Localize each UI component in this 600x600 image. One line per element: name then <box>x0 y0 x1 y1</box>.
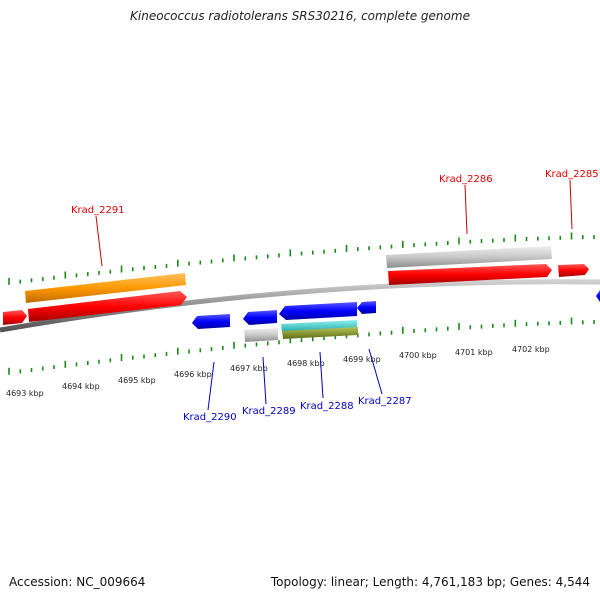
gene-krad-2292-arrow[interactable] <box>3 310 27 325</box>
scale-label: 4698 kbp <box>287 359 325 368</box>
scale-labels: 4693 kbp 4694 kbp 4695 kbp 4696 kbp 4697… <box>6 345 550 398</box>
gene-krad-2290-arrow[interactable] <box>192 314 230 329</box>
gene-krad-2286-arrow[interactable] <box>388 264 552 285</box>
gene-label-krad-2291[interactable]: Krad_2291 <box>71 205 125 216</box>
scale-label: 4696 kbp <box>174 370 212 379</box>
leader-line <box>569 179 573 230</box>
genome-summary-text: Topology: linear; Length: 4,761,183 bp; … <box>270 575 590 589</box>
leader-line <box>262 356 267 405</box>
gene-krad-2287-arrow[interactable] <box>357 301 376 314</box>
gene-label-krad-2285[interactable]: Krad_2285 <box>545 169 599 180</box>
gene-label-krad-2290[interactable]: Krad_2290 <box>183 412 237 423</box>
gene-label-krad-2289[interactable]: Krad_2289 <box>242 406 296 417</box>
gene-label-krad-2286[interactable]: Krad_2286 <box>439 174 493 185</box>
gene-partial-right-arrow[interactable] <box>596 290 600 302</box>
gene-krad-2289-arrow[interactable] <box>243 310 277 325</box>
gene-krad-2291-arrow[interactable] <box>28 291 187 322</box>
genome-title: Kineococcus radiotolerans SRS30216, comp… <box>130 9 470 23</box>
upper-scale-ticks <box>8 232 595 285</box>
gene-krad-2285-arrow[interactable] <box>558 264 589 277</box>
scale-label: 4699 kbp <box>343 355 381 364</box>
genome-backbone <box>0 279 600 333</box>
gene-label-krad-2287[interactable]: Krad_2287 <box>358 396 412 407</box>
scale-label: 4694 kbp <box>62 382 100 391</box>
gene-krad-2288-arrow[interactable] <box>279 302 357 320</box>
scale-label: 4700 kbp <box>399 351 437 360</box>
label-leaders <box>95 179 573 411</box>
grey-feature-bottom[interactable] <box>244 328 278 342</box>
leader-line <box>319 351 324 399</box>
gene-label-krad-2288[interactable]: Krad_2288 <box>300 401 354 412</box>
orange-feature[interactable] <box>25 273 186 303</box>
scale-label: 4693 kbp <box>6 389 44 398</box>
scale-label: 4697 kbp <box>230 364 268 373</box>
lower-scale-ticks <box>8 317 595 375</box>
leader-line <box>368 348 383 395</box>
olive-feature[interactable] <box>282 327 358 339</box>
accession-text: Accession: NC_009664 <box>9 575 146 589</box>
scale-label: 4695 kbp <box>118 376 156 385</box>
grey-feature-top[interactable] <box>386 246 552 268</box>
leader-line <box>95 215 103 267</box>
scale-label: 4702 kbp <box>512 345 550 354</box>
leader-line <box>464 184 468 235</box>
leader-line <box>207 361 215 411</box>
scale-label: 4701 kbp <box>455 348 493 357</box>
